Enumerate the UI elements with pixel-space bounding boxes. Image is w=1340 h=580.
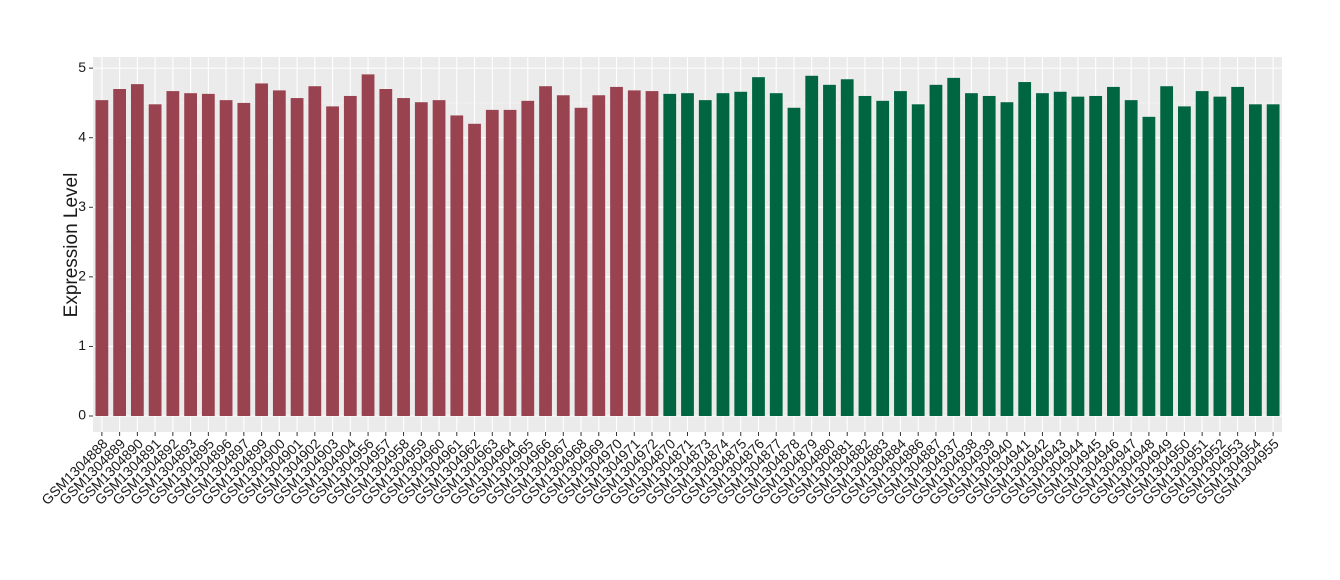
bar bbox=[166, 91, 180, 416]
bar bbox=[592, 95, 606, 416]
bar bbox=[1089, 95, 1103, 416]
bar bbox=[1071, 96, 1085, 416]
y-tick-label: 1 bbox=[78, 337, 86, 353]
bar bbox=[610, 86, 623, 416]
bar bbox=[201, 93, 215, 416]
bar bbox=[947, 77, 961, 416]
bar bbox=[787, 107, 801, 416]
bar bbox=[876, 100, 890, 416]
bar bbox=[397, 98, 410, 416]
bar bbox=[130, 84, 144, 416]
y-axis-title: Expression Level bbox=[61, 173, 82, 318]
bar bbox=[1124, 100, 1138, 416]
bar bbox=[823, 84, 836, 416]
bar bbox=[237, 102, 251, 416]
bar bbox=[681, 93, 694, 416]
bar bbox=[1018, 82, 1032, 416]
bar bbox=[574, 107, 588, 416]
bar bbox=[965, 93, 978, 416]
bar bbox=[148, 104, 162, 416]
bars bbox=[95, 74, 1280, 416]
bar bbox=[113, 89, 127, 416]
bar bbox=[343, 95, 357, 416]
bar bbox=[1160, 86, 1174, 416]
bar bbox=[468, 123, 481, 416]
bar bbox=[894, 91, 907, 416]
bar bbox=[219, 100, 233, 416]
bar bbox=[645, 91, 659, 416]
y-tick-label: 2 bbox=[78, 268, 86, 284]
bar bbox=[1107, 86, 1120, 416]
bar bbox=[929, 84, 943, 416]
bar bbox=[1036, 93, 1049, 416]
bar bbox=[1231, 86, 1245, 416]
bar bbox=[982, 95, 996, 416]
bar bbox=[911, 104, 925, 416]
bar bbox=[95, 100, 109, 416]
bar bbox=[308, 86, 322, 416]
bar bbox=[184, 93, 197, 416]
bar bbox=[414, 102, 428, 416]
bar bbox=[858, 95, 872, 416]
bar bbox=[752, 77, 765, 416]
bar bbox=[769, 93, 783, 416]
bar bbox=[556, 95, 570, 416]
y-tick-label: 5 bbox=[78, 59, 86, 75]
bar bbox=[432, 100, 446, 416]
bar bbox=[734, 91, 748, 416]
bar bbox=[290, 98, 304, 416]
bar bbox=[698, 100, 712, 416]
labels: 012345GSM1304888GSM1304889GSM1304890GSM1… bbox=[38, 59, 1282, 508]
bar bbox=[627, 90, 641, 416]
bar bbox=[255, 83, 268, 416]
bar bbox=[1000, 102, 1014, 416]
bar bbox=[1053, 91, 1067, 416]
bar bbox=[272, 90, 286, 416]
bar bbox=[840, 79, 854, 416]
bar bbox=[521, 100, 535, 416]
y-tick-label: 3 bbox=[78, 198, 86, 214]
bar bbox=[1248, 104, 1262, 416]
bar bbox=[326, 106, 339, 416]
bar bbox=[805, 75, 819, 416]
bar bbox=[539, 86, 552, 416]
bar bbox=[1195, 91, 1209, 416]
y-tick-label: 4 bbox=[78, 128, 86, 144]
bar bbox=[1266, 104, 1280, 416]
bar bbox=[1213, 96, 1227, 416]
bar bbox=[485, 109, 499, 416]
bar bbox=[503, 109, 517, 416]
bar bbox=[379, 89, 393, 416]
bar bbox=[450, 115, 464, 416]
bar bbox=[361, 74, 375, 416]
bar bbox=[1178, 106, 1191, 416]
bar bbox=[663, 93, 677, 416]
y-tick-label: 0 bbox=[78, 407, 86, 423]
bar bbox=[1142, 116, 1156, 416]
bar bbox=[716, 93, 730, 416]
